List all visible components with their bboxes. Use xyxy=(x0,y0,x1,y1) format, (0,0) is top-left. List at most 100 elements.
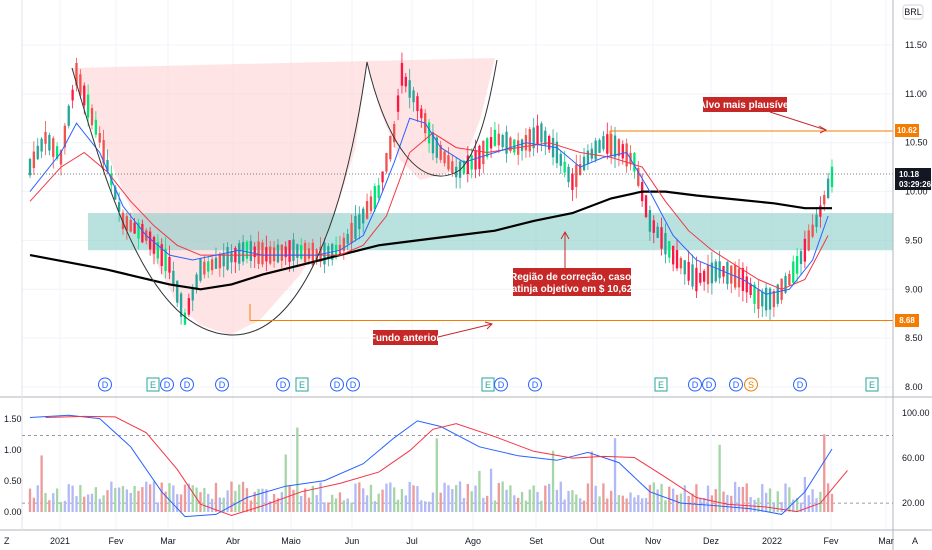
volume-bar xyxy=(559,481,562,512)
time-axis-labels: 2021 Fev Mar Abr Maio Jun Jul Ago Set Out Nov Dez 20… xyxy=(50,536,894,546)
svg-text:D: D xyxy=(164,380,171,390)
volume-bar xyxy=(303,488,307,512)
candle xyxy=(160,238,163,275)
dividend-marker[interactable]: D xyxy=(160,377,174,392)
dividend-marker[interactable]: D xyxy=(215,377,229,392)
last-price-tag: 10.18 03:29:26 xyxy=(895,168,932,190)
candle xyxy=(36,138,39,161)
candle xyxy=(795,247,799,284)
earnings-marker[interactable]: E xyxy=(146,377,160,392)
earnings-marker[interactable]: E xyxy=(295,377,309,392)
time-tick: Abr xyxy=(226,536,240,546)
candle xyxy=(579,154,582,176)
volume-bar xyxy=(474,485,477,512)
candle xyxy=(706,254,710,293)
volume-bar xyxy=(524,500,528,512)
candle xyxy=(792,255,795,286)
candle xyxy=(482,140,485,174)
dividend-marker[interactable]: D xyxy=(688,377,702,392)
candle xyxy=(695,256,698,298)
dividend-marker[interactable]: D xyxy=(346,377,360,392)
timezone-icon: Z xyxy=(4,536,10,546)
volume-bar xyxy=(811,489,814,512)
svg-text:D: D xyxy=(350,380,357,390)
auto-scale-icon[interactable]: A xyxy=(912,536,918,546)
volume-bar xyxy=(582,500,586,512)
dividend-marker[interactable]: D xyxy=(793,377,807,392)
svg-text:D: D xyxy=(532,380,539,390)
volume-bar xyxy=(633,497,636,512)
candle xyxy=(489,127,493,158)
annotation-bottom[interactable]: Fundo anterior xyxy=(370,321,493,345)
candle xyxy=(292,232,295,272)
candle xyxy=(617,138,621,167)
volume-bar xyxy=(191,485,194,512)
volume-bar xyxy=(648,484,652,512)
dividend-marker[interactable]: D xyxy=(180,377,194,392)
candle xyxy=(416,92,419,122)
dividend-marker[interactable]: D xyxy=(729,377,743,392)
annotation-target[interactable]: Alvo mais plausível xyxy=(699,97,828,134)
price-tick: 11.00 xyxy=(905,89,927,99)
candle xyxy=(63,122,67,155)
volume-bar xyxy=(203,487,206,512)
volume-bar xyxy=(265,489,268,512)
candle xyxy=(288,240,291,272)
volume-bar xyxy=(36,485,39,512)
candle xyxy=(443,149,446,167)
volume-bar xyxy=(230,481,233,512)
time-tick: 2021 xyxy=(50,536,70,546)
candle xyxy=(664,223,667,264)
earnings-marker[interactable]: E xyxy=(654,377,668,392)
annotation-correction[interactable]: Região de correção, caso, atinja objetiv… xyxy=(510,230,634,296)
candle xyxy=(486,137,489,160)
dividend-marker[interactable]: D xyxy=(276,377,290,392)
candle xyxy=(172,261,175,292)
volume-bar xyxy=(764,492,768,512)
last-price-countdown: 03:29:26 xyxy=(899,180,932,189)
time-tick: Jul xyxy=(406,536,418,546)
candle xyxy=(660,217,663,256)
dividend-marker[interactable]: D xyxy=(528,377,542,392)
candle xyxy=(296,243,299,266)
dividend-marker[interactable]: D xyxy=(330,377,344,392)
candle xyxy=(377,177,380,203)
candle xyxy=(575,154,578,199)
candle xyxy=(32,141,36,175)
candle xyxy=(621,140,624,165)
volume-bar xyxy=(420,500,423,512)
volume-bar xyxy=(427,501,431,512)
volume-bar xyxy=(621,495,624,512)
volume-bar xyxy=(497,483,500,512)
candle xyxy=(819,196,822,228)
split-marker[interactable]: S xyxy=(744,377,758,392)
candle xyxy=(807,224,810,252)
candle xyxy=(702,268,706,291)
svg-text:E: E xyxy=(658,380,664,390)
price-tick: 11.50 xyxy=(905,40,927,50)
volume-bar xyxy=(435,438,438,512)
svg-text:D: D xyxy=(102,380,109,390)
volume-bar xyxy=(207,493,210,512)
volume-bar xyxy=(761,484,764,512)
dividend-marker[interactable]: D xyxy=(98,377,112,392)
dividend-marker[interactable]: D xyxy=(702,377,716,392)
earnings-marker[interactable]: E xyxy=(865,377,879,392)
dividend-marker[interactable]: D xyxy=(494,377,508,392)
volume-bar xyxy=(823,434,826,512)
earnings-marker[interactable]: E xyxy=(481,377,495,392)
volume-bar xyxy=(819,491,822,512)
candle xyxy=(563,150,566,178)
volume-bar xyxy=(447,485,450,512)
volume-bar xyxy=(226,490,229,512)
volume-bar xyxy=(241,481,245,512)
volume-bar xyxy=(784,483,787,512)
volume-bar xyxy=(288,486,291,512)
volume-bar xyxy=(354,483,357,512)
volume-bar xyxy=(373,501,376,512)
osc-left-tick: 0.50 xyxy=(4,476,22,486)
candle xyxy=(210,256,214,275)
volume-bar xyxy=(86,494,90,512)
